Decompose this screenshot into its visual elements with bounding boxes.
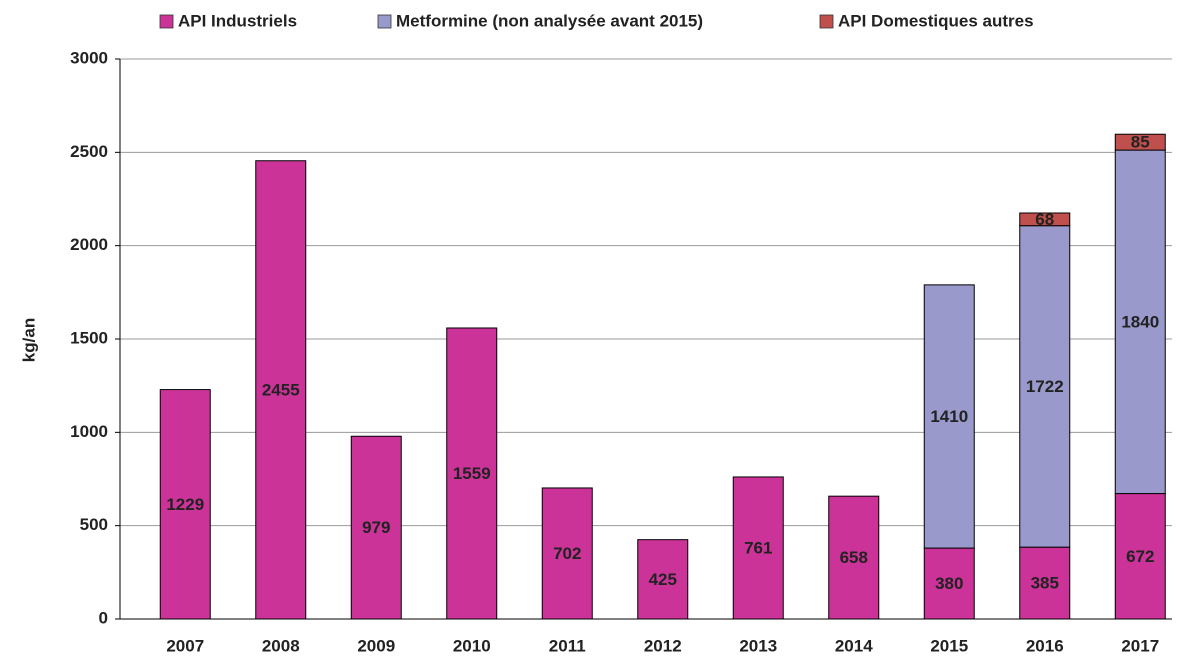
y-axis-label: kg/an: [19, 318, 38, 362]
bar-segment: [350, 435, 402, 620]
bar-segment: [637, 539, 689, 620]
y-tick-label: 2000: [70, 235, 108, 254]
legend-label: API Industriels: [178, 11, 297, 30]
bar-segment: [1114, 149, 1166, 495]
x-tick-label: 2007: [166, 636, 204, 655]
y-tick-label: 3000: [70, 48, 108, 67]
bar-segment: [541, 487, 593, 620]
x-tick-label: 2013: [739, 636, 777, 655]
data-label: 672: [1126, 547, 1154, 566]
legend-swatch: [159, 14, 174, 29]
legend-swatch: [377, 14, 392, 29]
bar-segment: [159, 389, 211, 620]
legend-swatch: [819, 14, 834, 29]
bar-segment: [1019, 546, 1071, 620]
x-tick-label: 2008: [262, 636, 300, 655]
data-label: 658: [840, 548, 868, 567]
bar-segment: [1114, 133, 1166, 151]
x-tick-label: 2011: [549, 636, 586, 655]
x-tick-label: 2016: [1026, 636, 1064, 655]
x-tick-label: 2009: [357, 636, 395, 655]
legend-label: API Domestiques autres: [838, 11, 1034, 30]
bar-segment: [446, 327, 498, 620]
data-label: 1559: [453, 464, 491, 483]
data-label: 385: [1031, 574, 1059, 593]
data-label: 1410: [930, 407, 968, 426]
y-tick-label: 1000: [70, 422, 108, 441]
x-tick-label: 2010: [453, 636, 491, 655]
y-tick-label: 500: [80, 515, 108, 534]
bar-segment: [828, 495, 880, 620]
bar-segment: [923, 284, 975, 549]
x-tick-label: 2012: [644, 636, 682, 655]
data-label: 425: [649, 570, 677, 589]
data-label: 702: [553, 544, 581, 563]
y-tick-label: 2500: [70, 142, 108, 161]
bar-segment: [1019, 212, 1071, 227]
bar-segment: [255, 160, 307, 620]
data-label: 380: [935, 574, 963, 593]
data-label: 1840: [1121, 312, 1159, 331]
bar-segment: [1114, 493, 1166, 620]
x-tick-label: 2017: [1121, 636, 1159, 655]
y-tick-label: 1500: [70, 328, 108, 347]
x-tick-label: 2015: [930, 636, 968, 655]
legend-label: Metformine (non analysée avant 2015): [396, 11, 703, 30]
bar-segment: [732, 476, 784, 620]
data-label: 761: [744, 538, 772, 557]
bar-segment: [923, 547, 975, 620]
data-label: 979: [362, 518, 390, 537]
y-tick-label: 0: [99, 608, 108, 627]
data-label: 85: [1131, 133, 1150, 152]
data-label: 2455: [262, 380, 300, 399]
data-label: 1229: [166, 495, 204, 514]
data-label: 1722: [1026, 377, 1064, 396]
bar-segment: [1019, 225, 1071, 548]
data-label: 68: [1035, 210, 1054, 229]
x-tick-label: 2014: [835, 636, 873, 655]
